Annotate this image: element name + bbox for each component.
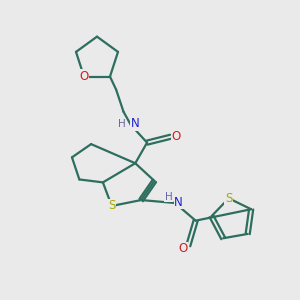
Text: H: H <box>165 191 172 202</box>
Text: O: O <box>80 70 88 83</box>
Text: N: N <box>131 117 140 130</box>
Text: S: S <box>108 200 116 212</box>
Text: O: O <box>171 130 181 143</box>
Text: N: N <box>174 196 183 208</box>
Text: O: O <box>178 242 188 255</box>
Text: H: H <box>118 119 125 129</box>
Text: S: S <box>225 192 232 205</box>
